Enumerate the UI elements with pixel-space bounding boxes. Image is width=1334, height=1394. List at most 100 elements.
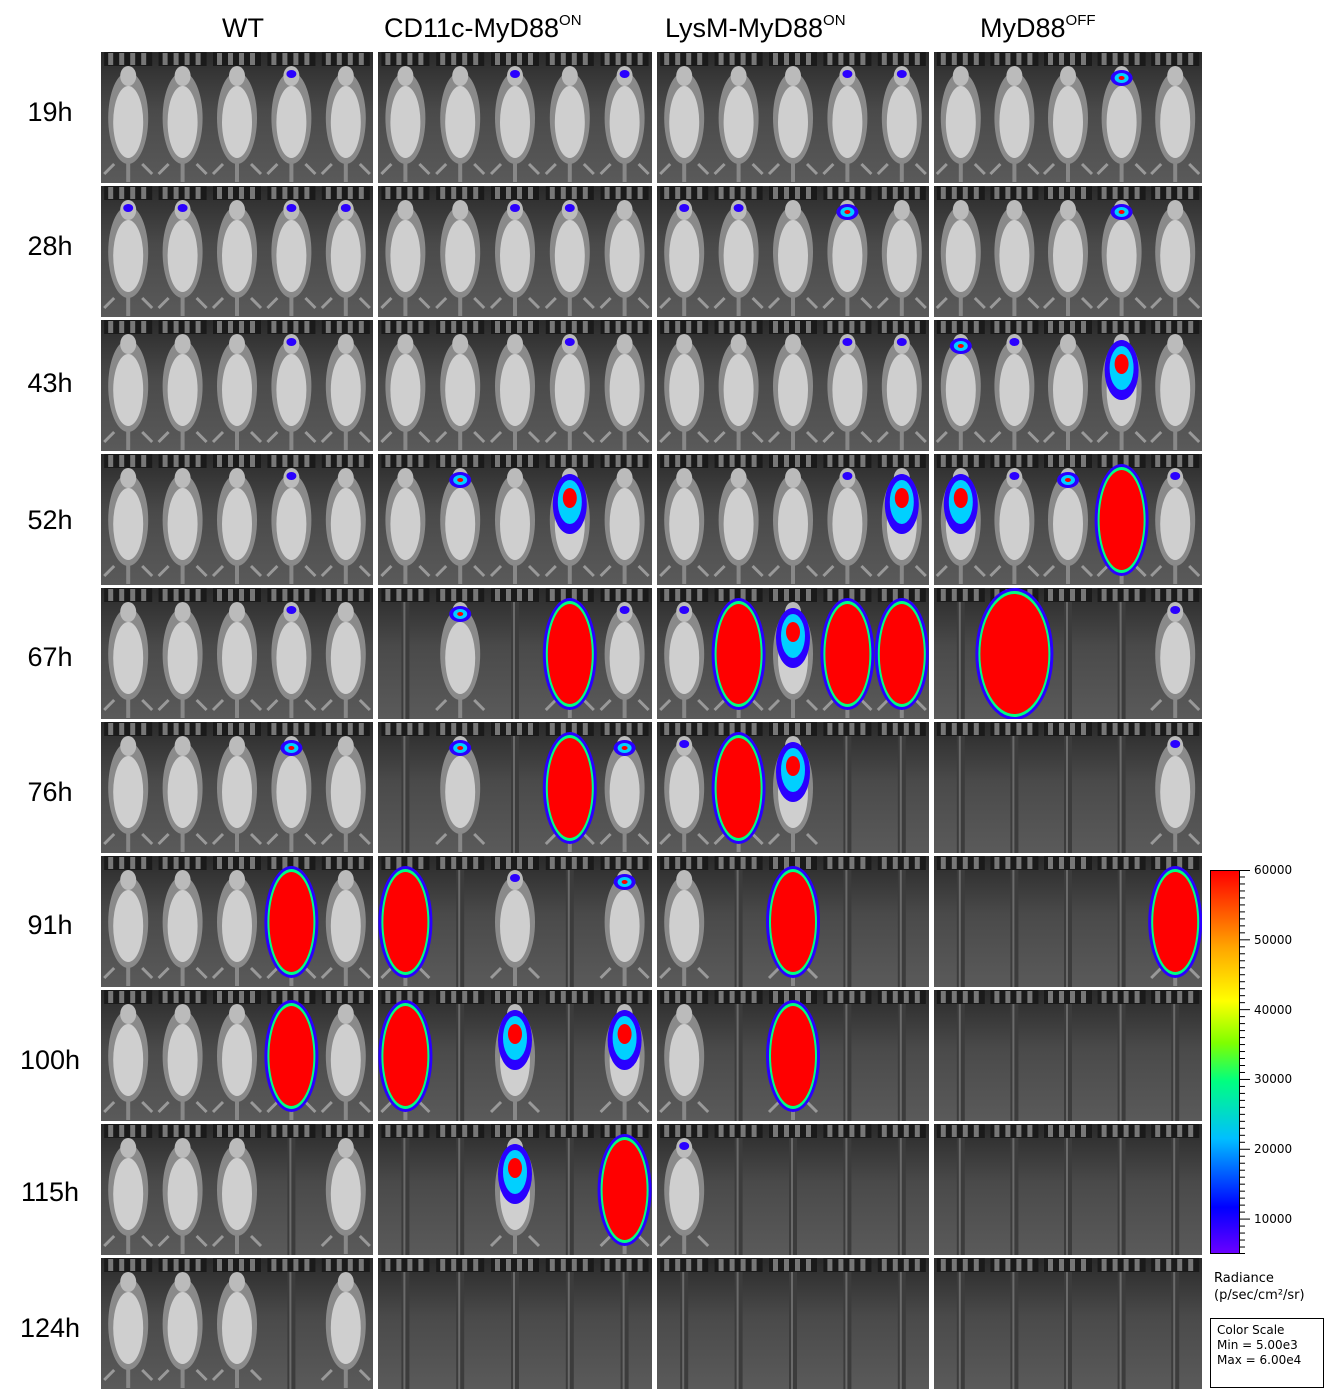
mouse bbox=[544, 66, 595, 182]
bioluminescence-signal bbox=[1170, 606, 1181, 614]
color-scale-bar bbox=[1210, 870, 1240, 1254]
image-panel-drawing bbox=[378, 52, 652, 183]
image-panel-drawing bbox=[934, 588, 1202, 719]
image-panel-drawing bbox=[378, 588, 652, 719]
bioluminescence-signal bbox=[498, 1144, 532, 1204]
bioluminescence-signal bbox=[975, 588, 1054, 719]
bioluminescence-signal bbox=[280, 740, 303, 756]
bioluminescence-signal bbox=[679, 204, 690, 212]
mouse bbox=[320, 736, 371, 852]
bioluminescence-signal bbox=[123, 204, 134, 212]
bioluminescence-signal bbox=[1148, 866, 1202, 978]
bioluminescence-signal bbox=[378, 1000, 433, 1112]
bioluminescence-signal bbox=[842, 338, 853, 346]
bioluminescence-signal bbox=[1170, 472, 1181, 480]
mouse bbox=[211, 1004, 263, 1120]
mouse bbox=[320, 66, 371, 182]
color-scale-tick-label: 40000 bbox=[1254, 1002, 1293, 1017]
mouse bbox=[713, 334, 764, 450]
mouse bbox=[659, 602, 710, 718]
mouse bbox=[599, 870, 650, 986]
bioluminescence-signal bbox=[597, 1134, 652, 1246]
mouse bbox=[822, 66, 873, 182]
bioluminescence-signal bbox=[552, 474, 587, 534]
column-header-lysm-myd88-on: LysM-MyD88ON bbox=[665, 8, 846, 48]
mouse bbox=[659, 468, 710, 584]
bioluminescence-signal bbox=[943, 474, 978, 534]
image-panel bbox=[378, 454, 652, 585]
bioluminescence-signal bbox=[564, 338, 575, 346]
image-panel bbox=[378, 1124, 652, 1255]
image-panel-drawing bbox=[101, 588, 373, 719]
mouse bbox=[599, 200, 650, 316]
mouse bbox=[876, 334, 927, 450]
bioluminescence-signal bbox=[264, 1000, 319, 1112]
color-scale-max: Max = 6.00e4 bbox=[1217, 1353, 1302, 1367]
image-panel-drawing bbox=[657, 1124, 929, 1255]
image-panel bbox=[378, 722, 652, 853]
image-panel-drawing bbox=[378, 1258, 652, 1389]
bioluminescence-signal bbox=[1170, 740, 1181, 748]
image-panel bbox=[378, 186, 652, 317]
mouse bbox=[544, 200, 595, 316]
bioluminescence-signal bbox=[542, 598, 597, 710]
mouse bbox=[103, 468, 154, 584]
mouse bbox=[876, 200, 927, 316]
mouse bbox=[1150, 66, 1201, 182]
image-panel bbox=[657, 186, 929, 317]
mouse bbox=[599, 334, 650, 450]
image-panel bbox=[101, 186, 373, 317]
radiance-label: Radiance (p/sec/cm²/sr) bbox=[1214, 1270, 1305, 1304]
mouse bbox=[822, 334, 873, 450]
bioluminescence-signal bbox=[733, 204, 744, 212]
color-scale-tick-label: 50000 bbox=[1254, 932, 1293, 947]
mouse bbox=[822, 200, 873, 316]
image-panel bbox=[934, 1258, 1202, 1389]
row-label-115h: 115h bbox=[20, 1177, 80, 1207]
bioluminescence-signal bbox=[286, 70, 297, 78]
mouse bbox=[157, 66, 208, 182]
mouse bbox=[157, 468, 208, 584]
mouse bbox=[989, 200, 1040, 316]
mouse bbox=[489, 334, 541, 450]
bioluminescence-signal bbox=[679, 740, 690, 748]
imaging-grid bbox=[101, 52, 1203, 1392]
image-panel bbox=[934, 320, 1202, 451]
row-label-124h: 124h bbox=[19, 1313, 81, 1343]
bioluminescence-signal bbox=[896, 338, 907, 346]
image-panel-drawing bbox=[101, 320, 373, 451]
mouse bbox=[713, 200, 764, 316]
mouse bbox=[103, 1272, 154, 1388]
image-panel bbox=[657, 990, 929, 1121]
mouse bbox=[103, 1138, 154, 1254]
bioluminescence-signal bbox=[619, 70, 630, 78]
color-scale-box: Color Scale Min = 5.00e3 Max = 6.00e4 bbox=[1210, 1318, 1324, 1388]
mouse bbox=[489, 200, 541, 316]
mouse bbox=[211, 66, 263, 182]
mouse bbox=[659, 1138, 710, 1254]
mouse bbox=[266, 736, 317, 852]
mouse bbox=[320, 200, 371, 316]
image-panel-drawing bbox=[657, 320, 929, 451]
mouse bbox=[211, 1272, 263, 1388]
mouse bbox=[103, 66, 154, 182]
column-header-text: CD11c-MyD88 bbox=[384, 13, 560, 43]
color-scale-ticks bbox=[1240, 870, 1250, 1254]
image-panel-drawing bbox=[657, 1258, 929, 1389]
mouse bbox=[320, 602, 371, 718]
column-header-wt: WT bbox=[222, 8, 264, 48]
image-panel-drawing bbox=[657, 186, 929, 317]
image-panel bbox=[101, 990, 373, 1121]
mouse bbox=[989, 468, 1040, 584]
image-panel-drawing bbox=[934, 990, 1202, 1121]
image-panel bbox=[657, 722, 929, 853]
image-panel bbox=[934, 722, 1202, 853]
row-label-28h: 28h bbox=[27, 231, 73, 261]
mouse bbox=[599, 468, 650, 584]
bioluminescence-signal bbox=[896, 70, 907, 78]
mouse bbox=[1042, 66, 1094, 182]
bioluminescence-signal bbox=[510, 874, 520, 882]
image-panel bbox=[934, 52, 1202, 183]
bioluminescence-signal bbox=[1104, 340, 1139, 400]
mouse bbox=[157, 200, 208, 316]
